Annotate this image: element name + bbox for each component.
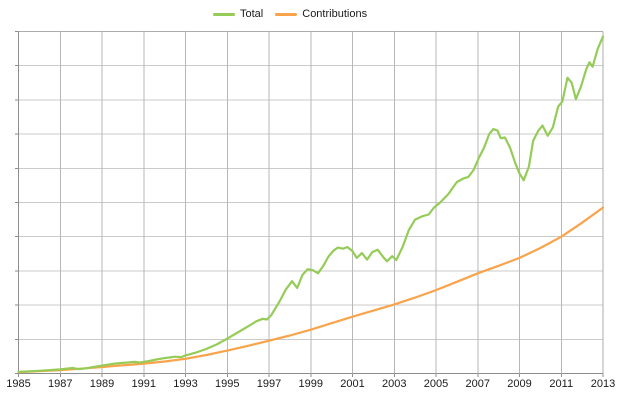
total-series-swatch	[213, 12, 235, 16]
total-series-label: Total	[240, 8, 264, 20]
legend-item-total: Total	[213, 7, 263, 21]
legend: Total Contributions	[213, 7, 367, 21]
legend-item-contributions: Contributions	[275, 7, 367, 21]
contributions-series-label: Contributions	[302, 8, 368, 20]
contributions-series-swatch	[275, 12, 298, 16]
